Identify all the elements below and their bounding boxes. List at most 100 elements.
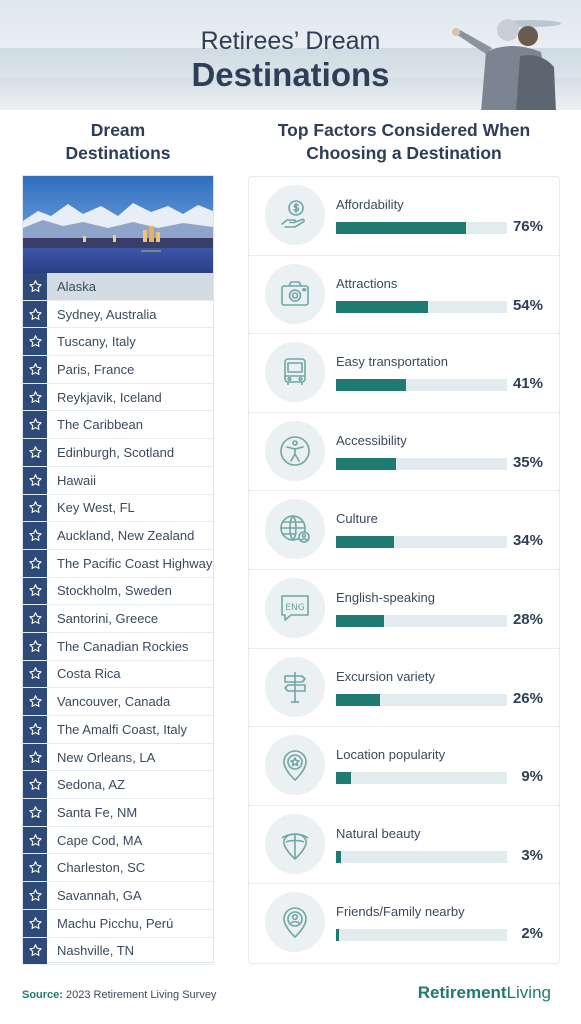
star-icon <box>23 356 47 383</box>
data-label: 2% <box>521 925 543 943</box>
star-icon <box>23 411 47 439</box>
destination-name: Charleston, SC <box>57 860 146 876</box>
header-banner: Retirees’ Dream Destinations <box>0 0 581 110</box>
factor-row: Attractions 54% <box>249 256 559 335</box>
factor-row: Accessibility 35% <box>249 413 559 492</box>
svg-text:ENG: ENG <box>285 603 304 613</box>
data-label: 76% <box>512 218 543 235</box>
star-icon <box>23 466 47 494</box>
data-label: 34% <box>512 532 543 550</box>
sea-background <box>0 48 581 78</box>
destination-name: Santorini, Greece <box>57 611 159 627</box>
bar-track <box>336 615 507 627</box>
brand-light: Living <box>506 983 551 1002</box>
star-icon <box>23 494 47 522</box>
list-item: Key West, FL <box>23 494 213 523</box>
destination-name: Key West, FL <box>57 500 135 516</box>
eng-speech-icon: ENG <box>265 578 325 638</box>
bar <box>336 850 342 863</box>
destination-name: Stockholm, Sweden <box>57 583 172 599</box>
factors-heading: Top Factors Considered When Choosing a D… <box>248 119 560 165</box>
list-item: Cape Cod, MA <box>23 826 213 855</box>
data-label: 41% <box>512 375 543 393</box>
data-label: 35% <box>512 453 543 471</box>
alaska-photo <box>23 176 213 273</box>
star-icon <box>23 826 47 854</box>
destination-name: Vancouver, Canada <box>57 694 171 710</box>
list-item: The Caribbean <box>23 411 213 440</box>
destinations-list: Alaska Sydney, Australia Tuscany, Italy Par… <box>23 273 213 966</box>
star-icon <box>23 660 47 688</box>
destination-name: The Pacific Coast Highway <box>57 555 213 571</box>
star-icon <box>23 632 47 660</box>
location-star-icon <box>265 735 325 796</box>
list-item: The Amalfi Coast, Italy <box>23 716 213 744</box>
factor-label: Easy transportation <box>336 354 449 370</box>
retired-couple-illustration <box>452 19 556 110</box>
factor-row: ENG English-speaking 28% <box>249 570 559 649</box>
bar <box>336 536 395 549</box>
list-item: Vancouver, Canada <box>23 688 213 716</box>
list-item: Paris, France <box>23 356 213 384</box>
bar-track <box>336 457 507 470</box>
bar-track <box>336 379 507 392</box>
page-title-line2: Destinations <box>191 56 390 93</box>
destination-name: Tuscany, Italy <box>57 334 136 350</box>
data-label: 9% <box>521 768 543 786</box>
bar-track <box>336 536 507 549</box>
source-note: Source: 2023 Retirement Living Survey <box>22 989 216 1001</box>
list-item: Edinburgh, Scotland <box>23 439 213 467</box>
page-title-line1: Retirees’ Dream <box>200 27 381 55</box>
list-item: Savannah, GA <box>23 882 213 910</box>
destination-name: The Caribbean <box>57 417 143 433</box>
list-item: The Canadian Rockies <box>23 632 213 661</box>
factors-chart: Affordability 76% Attractions 54% Easy trans… <box>248 176 560 964</box>
star-icon <box>23 799 47 826</box>
star-icon <box>23 771 47 799</box>
bar-track <box>336 929 507 942</box>
destination-name: The Canadian Rockies <box>57 638 189 654</box>
factors-heading-line2: Choosing a Destination <box>306 143 502 163</box>
list-item: New Orleans, LA <box>23 743 213 772</box>
bar <box>336 457 396 470</box>
factor-row: Friends/Family nearby 2% <box>249 884 559 963</box>
destination-name: Hawaii <box>57 472 97 488</box>
factor-label: Natural beauty <box>336 825 421 841</box>
source-text: 2023 Retirement Living Survey <box>62 989 217 1001</box>
factor-row: Affordability 76% <box>249 177 559 256</box>
list-item: Santorini, Greece <box>23 605 213 633</box>
list-item: Stockholm, Sweden <box>23 577 213 606</box>
destination-name: Santa Fe, NM <box>57 804 138 820</box>
factor-label: English-speaking <box>336 590 436 605</box>
factor-label: Culture <box>336 511 378 527</box>
destinations-panel: Alaska Sydney, Australia Tuscany, Italy Par… <box>22 175 214 966</box>
bus-icon <box>265 342 325 403</box>
bar <box>336 693 381 706</box>
factor-label: Excursion variety <box>336 668 435 684</box>
factor-row: Natural beauty 3% <box>249 806 559 885</box>
brand-logo: RetirementLiving <box>418 983 551 1003</box>
bar-track <box>336 222 507 234</box>
list-item: Auckland, New Zealand <box>23 522 213 550</box>
bar <box>336 615 384 627</box>
star-icon <box>23 300 47 328</box>
star-icon <box>23 577 47 605</box>
star-icon <box>23 522 47 549</box>
list-item: Costa Rica <box>23 660 213 689</box>
data-label: 26% <box>512 689 543 707</box>
star-icon <box>23 743 47 771</box>
signpost-icon <box>265 656 325 717</box>
source-key: Source: <box>22 989 63 1001</box>
list-item: Charleston, SC <box>23 854 213 883</box>
destination-name: Nashville, TN <box>57 943 135 959</box>
star-icon <box>23 937 47 965</box>
destination-name: New Orleans, LA <box>57 749 156 765</box>
list-item: Sydney, Australia <box>23 300 213 329</box>
bar <box>336 300 429 313</box>
destination-name: The Amalfi Coast, Italy <box>57 721 188 737</box>
bar <box>336 222 466 234</box>
data-label: 28% <box>512 611 543 628</box>
star-icon <box>23 882 47 909</box>
star-icon <box>23 383 47 411</box>
list-item: Sedona, AZ <box>23 771 213 800</box>
